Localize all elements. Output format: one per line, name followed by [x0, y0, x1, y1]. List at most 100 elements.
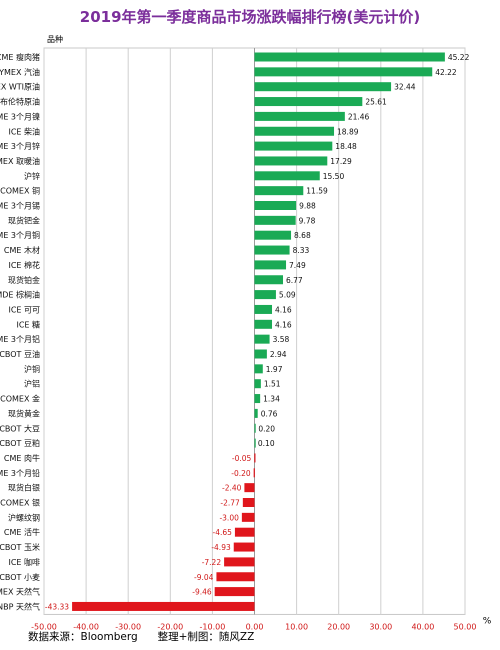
category-label: ICE 咖啡 — [8, 557, 40, 567]
bar — [254, 126, 335, 136]
value-label: 32.44 — [394, 83, 416, 92]
value-label: -9.46 — [192, 588, 212, 597]
value-label: 18.48 — [335, 142, 357, 151]
bar — [254, 67, 433, 77]
unit-label: % — [483, 616, 492, 626]
bar — [234, 527, 255, 537]
value-label: 7.49 — [289, 261, 306, 270]
category-label: LME 3个月铝 — [0, 334, 40, 344]
bar — [224, 557, 255, 567]
category-label: CBOT 豆粕 — [0, 438, 40, 448]
chart-credit: 整理+制图：随风ZZ — [157, 631, 255, 643]
category-label: ICE 糖 — [16, 319, 40, 329]
bar — [254, 349, 267, 359]
x-tick-label: 30.00 — [369, 622, 392, 631]
value-label: 8.33 — [293, 246, 310, 255]
category-label: NYMEX WTI原油 — [0, 82, 40, 92]
value-label: 0.20 — [258, 424, 275, 433]
category-label: ICE 可可 — [8, 305, 40, 314]
value-label: -3.00 — [219, 513, 239, 522]
x-tick-label: -10.00 — [200, 622, 226, 631]
bar — [254, 319, 273, 329]
category-label: COMEX 银 — [0, 498, 40, 508]
bar — [254, 394, 261, 404]
value-label: 42.22 — [435, 68, 457, 77]
bar — [254, 423, 256, 433]
bar — [254, 290, 276, 300]
bar — [254, 334, 270, 344]
x-tick-label: -30.00 — [115, 622, 141, 631]
category-label: CME 肉牛 — [4, 453, 40, 463]
bars — [72, 52, 445, 611]
bar — [254, 364, 263, 374]
category-header: 品种 — [47, 34, 63, 44]
labels: -50.00 -40.00 -30.00 -20.00 -10.00 0.00 10.00 2… — [0, 34, 492, 631]
bar — [254, 186, 304, 196]
value-label: 0.76 — [261, 409, 278, 418]
value-label: 4.16 — [275, 305, 292, 314]
category-label: CME 木材 — [4, 245, 40, 255]
category-label: ICE NBP 天然气 — [0, 601, 40, 611]
value-label: -4.93 — [211, 543, 231, 552]
value-label: 1.97 — [266, 365, 283, 374]
value-label: 9.78 — [299, 216, 316, 225]
bar — [254, 260, 287, 270]
bar — [254, 82, 392, 92]
bar — [254, 379, 261, 389]
value-label: -0.20 — [231, 469, 251, 478]
category-label: 沪螺纹钢 — [8, 512, 40, 522]
x-tick-label: 0.00 — [246, 622, 264, 631]
x-tick-label: 50.00 — [454, 622, 477, 631]
category-label: MDE 棕榈油 — [0, 290, 40, 300]
category-label: CBOT 豆油 — [0, 349, 40, 359]
value-label: 1.51 — [264, 380, 281, 389]
bar — [254, 438, 256, 448]
value-label: -2.77 — [220, 499, 240, 508]
category-label: COMEX 金 — [0, 394, 40, 404]
category-label: COMEX 铜 — [0, 186, 40, 196]
bar — [254, 215, 296, 225]
bar — [254, 408, 258, 418]
value-label: -0.05 — [232, 454, 252, 463]
value-label: 3.58 — [273, 335, 290, 344]
value-label: -43.33 — [45, 602, 69, 611]
bar — [254, 52, 445, 62]
value-label: 17.29 — [330, 157, 352, 166]
category-label: 现货钯金 — [8, 215, 40, 225]
footer: 数据来源：Bloomberg 整理+制图：随风ZZ — [28, 629, 254, 644]
category-label: 现货白银 — [8, 483, 40, 493]
bar — [233, 542, 255, 552]
data-source: 数据来源：Bloomberg — [28, 631, 138, 643]
category-label: LME 3个月锌 — [0, 141, 40, 151]
category-label: LME 3个月镍 — [0, 111, 40, 121]
bar — [254, 275, 284, 285]
category-label: ICE 棉花 — [8, 260, 40, 270]
chart-title: 2019年第一季度商品市场涨跌幅排行榜(美元计价) — [79, 8, 421, 26]
bar — [254, 111, 345, 121]
bar — [72, 601, 255, 611]
value-label: 0.10 — [258, 439, 275, 448]
category-label: NYMEX 天然气 — [0, 587, 40, 597]
bar — [254, 97, 363, 107]
category-label: LME 3个月锡 — [0, 202, 40, 211]
bar — [242, 498, 255, 507]
value-label: 8.68 — [294, 231, 311, 240]
x-tick-label: 40.00 — [411, 622, 434, 631]
x-tick-label: -20.00 — [157, 622, 183, 631]
category-label: CBOT 玉米 — [0, 542, 40, 552]
bar — [214, 587, 255, 597]
value-label: -7.22 — [202, 558, 222, 567]
category-label: 现货黄金 — [8, 408, 40, 418]
value-label: -9.04 — [194, 573, 214, 582]
bar — [254, 156, 328, 166]
bar — [254, 304, 273, 314]
category-label: 沪锌 — [24, 171, 40, 181]
bar — [254, 453, 256, 463]
value-label: 6.77 — [286, 276, 303, 285]
value-label: 5.09 — [279, 291, 296, 300]
bar — [254, 201, 297, 210]
value-label: 2.94 — [270, 350, 287, 359]
category-label: ICE 柴油 — [8, 126, 40, 136]
category-label: ICE 布伦特原油 — [0, 97, 40, 107]
